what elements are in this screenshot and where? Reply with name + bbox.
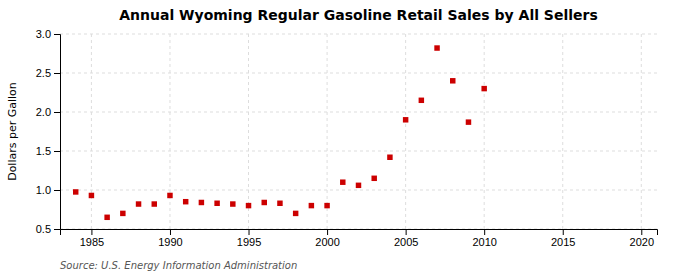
point bbox=[293, 211, 298, 216]
grid-line bbox=[248, 34, 249, 229]
grid-line bbox=[60, 112, 657, 113]
point bbox=[152, 201, 157, 206]
chart: 1985 1990 1995 2000 2005 2010 2015 2020 0.5 1.0 1.… bbox=[0, 0, 675, 275]
point bbox=[387, 155, 392, 160]
point bbox=[167, 193, 172, 198]
tick-mark bbox=[641, 229, 642, 235]
point bbox=[261, 200, 266, 205]
tick: 2.5 bbox=[36, 67, 60, 79]
tick: 2015 bbox=[551, 229, 575, 248]
grid-line bbox=[60, 73, 657, 74]
point bbox=[309, 203, 314, 208]
tick-mark bbox=[406, 229, 407, 235]
tick-label: 1995 bbox=[237, 236, 261, 248]
point bbox=[199, 200, 204, 205]
tick-mark bbox=[91, 229, 92, 235]
tick-label: 2005 bbox=[394, 236, 418, 248]
points bbox=[73, 45, 487, 220]
tick: 3.0 bbox=[36, 28, 60, 40]
tick: 2.0 bbox=[36, 106, 60, 118]
point bbox=[136, 201, 141, 206]
grid-line bbox=[60, 34, 657, 35]
tick-mark bbox=[54, 151, 60, 152]
tick: 0.5 bbox=[36, 223, 60, 235]
tick-mark bbox=[54, 73, 60, 74]
grid-line bbox=[169, 34, 170, 229]
point bbox=[324, 203, 329, 208]
point bbox=[73, 189, 78, 194]
axis-line bbox=[61, 230, 658, 236]
tick-mark bbox=[54, 112, 60, 113]
tick-label: 2000 bbox=[315, 236, 339, 248]
tick: 2005 bbox=[394, 229, 418, 248]
point bbox=[89, 193, 94, 198]
tick-label: 1.0 bbox=[36, 184, 51, 196]
grid-line bbox=[405, 34, 406, 229]
tick: 1.0 bbox=[36, 184, 60, 196]
point bbox=[246, 203, 251, 208]
x-axis: 1985 1990 1995 2000 2005 2010 2015 2020 bbox=[61, 229, 658, 248]
axis-line bbox=[54, 35, 61, 230]
tick: 1990 bbox=[158, 229, 182, 248]
grid-line bbox=[91, 34, 92, 229]
tick-label: 3.0 bbox=[36, 28, 51, 40]
point bbox=[120, 211, 125, 216]
tick-mark bbox=[170, 229, 171, 235]
point bbox=[183, 199, 188, 204]
point bbox=[434, 45, 439, 50]
tick-mark bbox=[484, 229, 485, 235]
point bbox=[356, 183, 361, 188]
tick-label: 2.5 bbox=[36, 67, 51, 79]
point bbox=[230, 201, 235, 206]
point bbox=[450, 78, 455, 83]
grid-line bbox=[327, 34, 328, 229]
tick-mark bbox=[54, 190, 60, 191]
tick-label: 2010 bbox=[472, 236, 496, 248]
point bbox=[104, 215, 109, 220]
y-axis: 0.5 1.0 1.5 2.0 2.5 3.0 bbox=[36, 28, 61, 235]
source-note: Source: U.S. Energy Information Administ… bbox=[60, 260, 297, 271]
grid bbox=[60, 34, 657, 229]
grid-line bbox=[60, 190, 657, 191]
tick-mark bbox=[54, 229, 60, 230]
tick: 1985 bbox=[80, 229, 104, 248]
tick-label: 1.5 bbox=[36, 145, 51, 157]
point bbox=[419, 98, 424, 103]
y-axis-title: Dollars per Gallon bbox=[6, 82, 19, 181]
point bbox=[277, 201, 282, 206]
tick-mark bbox=[563, 229, 564, 235]
tick-label: 2.0 bbox=[36, 106, 51, 118]
tick: 1995 bbox=[237, 229, 261, 248]
grid-line bbox=[562, 34, 563, 229]
tick-mark bbox=[249, 229, 250, 235]
point bbox=[403, 117, 408, 122]
tick-label: 1990 bbox=[158, 236, 182, 248]
tick-label: 2020 bbox=[630, 236, 654, 248]
tick-label: 1985 bbox=[80, 236, 104, 248]
plot: 1985 1990 1995 2000 2005 2010 2015 2020 0.5 1.0 1.… bbox=[36, 28, 658, 248]
tick: 1.5 bbox=[36, 145, 60, 157]
tick: 2010 bbox=[472, 229, 496, 248]
tick-mark bbox=[327, 229, 328, 235]
grid-line bbox=[484, 34, 485, 229]
tick: 2000 bbox=[315, 229, 339, 248]
point bbox=[466, 119, 471, 124]
point bbox=[371, 176, 376, 181]
title: Annual Wyoming Regular Gasoline Retail S… bbox=[119, 7, 598, 23]
tick: 2020 bbox=[630, 229, 654, 248]
point bbox=[340, 179, 345, 184]
point bbox=[214, 201, 219, 206]
tick-label: 2015 bbox=[551, 236, 575, 248]
tick-mark bbox=[54, 34, 60, 35]
tick-label: 0.5 bbox=[36, 223, 51, 235]
grid-line bbox=[641, 34, 642, 229]
point bbox=[481, 86, 486, 91]
grid-line bbox=[60, 151, 657, 152]
